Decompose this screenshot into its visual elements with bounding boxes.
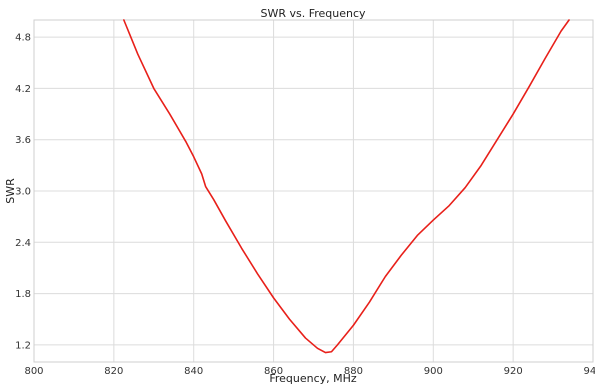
x-tick-label: 800 <box>24 366 43 377</box>
series-group <box>123 19 570 354</box>
x-tick-label: 840 <box>184 366 203 377</box>
y-tick-label: 4.8 <box>15 33 31 44</box>
x-tick-label: 900 <box>424 366 443 377</box>
y-tick-label: 3.6 <box>15 135 31 146</box>
y-tick-label: 1.8 <box>15 289 31 300</box>
plot-border <box>33 19 594 363</box>
x-tick-label: 860 <box>264 366 283 377</box>
plot-frame <box>33 19 594 363</box>
x-tick-label: 940 <box>583 366 595 377</box>
tick-labels: 800 820 840 860 880 900 920 940 1.2 1.8 2.4 3.0 3.6 4… <box>15 33 595 377</box>
swr-series-line <box>123 19 570 354</box>
x-tick-label: 880 <box>344 366 363 377</box>
y-tick-label: 2.4 <box>15 238 31 249</box>
x-tick-label: 920 <box>504 366 523 377</box>
y-tick-label: 3.0 <box>15 187 31 198</box>
y-tick-label: 1.2 <box>15 340 31 351</box>
chart-title: SWR vs. Frequency <box>260 7 366 20</box>
y-axis-title: SWR <box>4 178 17 204</box>
x-tick-label: 820 <box>104 366 123 377</box>
y-tick-label: 4.2 <box>15 84 31 95</box>
x-axis-title: Frequency, MHz <box>269 372 357 385</box>
